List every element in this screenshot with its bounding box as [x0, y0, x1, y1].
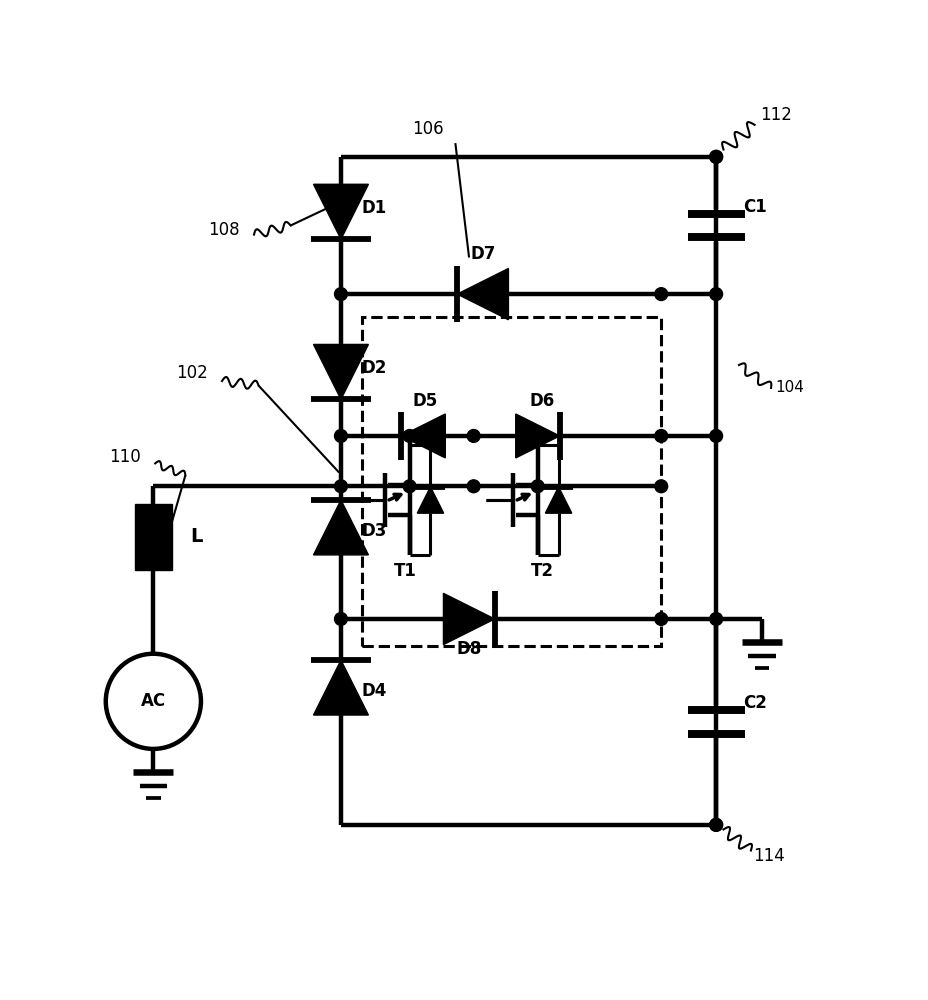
Polygon shape [443, 593, 495, 645]
Polygon shape [417, 487, 444, 513]
Text: D3: D3 [361, 522, 386, 540]
Circle shape [654, 288, 667, 301]
Text: 108: 108 [208, 221, 239, 239]
Text: 104: 104 [775, 380, 804, 395]
Text: AC: AC [141, 692, 166, 710]
Text: 112: 112 [759, 106, 791, 124]
Text: T1: T1 [393, 562, 416, 580]
Circle shape [334, 613, 347, 625]
Polygon shape [313, 184, 368, 239]
Text: C1: C1 [742, 198, 767, 216]
Text: 110: 110 [110, 448, 141, 466]
Bar [362, 317, 661, 646]
Polygon shape [313, 500, 368, 555]
Text: D4: D4 [361, 682, 386, 700]
Text: D5: D5 [412, 392, 437, 410]
Text: T2: T2 [530, 562, 553, 580]
Circle shape [654, 613, 667, 625]
Circle shape [467, 430, 480, 442]
Text: D8: D8 [456, 640, 482, 658]
Text: L: L [189, 527, 202, 546]
Text: D1: D1 [361, 199, 386, 217]
Circle shape [654, 430, 667, 442]
Circle shape [403, 480, 416, 493]
Polygon shape [515, 414, 559, 458]
Circle shape [531, 480, 544, 493]
Text: 102: 102 [176, 364, 208, 382]
Polygon shape [545, 487, 571, 513]
Text: 114: 114 [752, 847, 783, 865]
Bar [135, 504, 172, 570]
Text: D2: D2 [361, 359, 386, 377]
Text: C2: C2 [742, 694, 767, 712]
Text: D7: D7 [470, 245, 495, 263]
Circle shape [709, 150, 722, 163]
Polygon shape [401, 414, 445, 458]
Circle shape [403, 430, 416, 442]
Text: D6: D6 [529, 392, 554, 410]
Circle shape [709, 818, 722, 831]
Polygon shape [457, 268, 508, 320]
Circle shape [709, 150, 722, 163]
Circle shape [334, 430, 347, 442]
Circle shape [531, 430, 544, 442]
Polygon shape [313, 660, 368, 715]
Circle shape [467, 480, 480, 493]
Circle shape [709, 288, 722, 301]
Circle shape [654, 480, 667, 493]
Circle shape [334, 480, 347, 493]
Text: 106: 106 [412, 120, 444, 138]
Polygon shape [313, 344, 368, 399]
Circle shape [709, 818, 722, 831]
Circle shape [334, 288, 347, 301]
Circle shape [709, 430, 722, 442]
Circle shape [709, 613, 722, 625]
